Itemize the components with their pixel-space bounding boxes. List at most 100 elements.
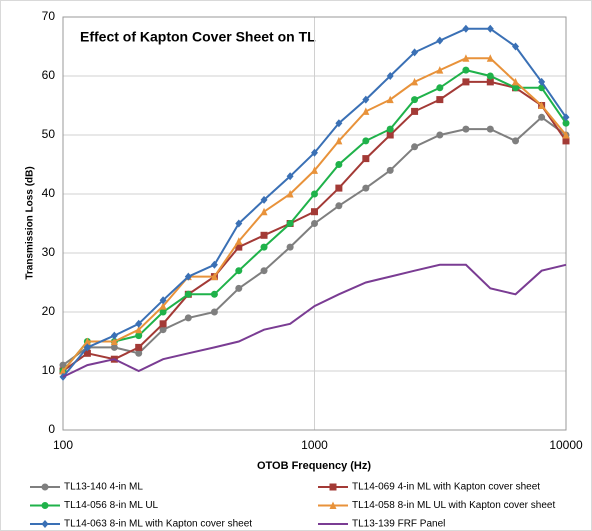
y-tick-label: 40	[42, 186, 56, 200]
marker	[436, 66, 444, 74]
marker	[335, 184, 343, 192]
marker	[135, 332, 143, 340]
marker	[436, 36, 444, 45]
marker	[210, 290, 218, 298]
marker	[486, 24, 494, 33]
marker	[411, 48, 419, 57]
marker	[538, 101, 546, 109]
marker	[562, 131, 570, 139]
legend-label: TL14-056 8-in ML UL	[64, 500, 159, 511]
marker	[335, 136, 343, 145]
marker	[512, 137, 520, 145]
marker	[159, 308, 167, 316]
marker	[311, 190, 318, 198]
marker	[462, 125, 470, 133]
marker	[184, 314, 192, 322]
marker	[110, 331, 118, 340]
y-axis-label: Transmission Loss (dB)	[25, 166, 36, 279]
marker	[135, 325, 143, 334]
marker	[311, 208, 318, 216]
marker	[512, 77, 520, 86]
marker	[159, 302, 167, 310]
marker	[386, 166, 394, 174]
marker	[135, 319, 143, 328]
marker	[83, 349, 91, 357]
marker	[260, 207, 268, 216]
legend-label: TL14-063 8-in ML with Kapton cover sheet	[64, 519, 252, 530]
marker	[41, 483, 49, 491]
marker	[386, 72, 394, 80]
legend-label: TL13-139 FRF Panel	[352, 519, 445, 530]
y-tick-label: 30	[42, 245, 56, 259]
marker	[59, 367, 67, 375]
y-tick-label: 10	[42, 363, 56, 377]
marker	[362, 155, 370, 163]
marker	[235, 243, 243, 251]
marker	[462, 54, 470, 62]
marker	[362, 137, 370, 145]
marker	[235, 237, 243, 245]
marker	[335, 202, 343, 210]
marker	[260, 231, 268, 239]
marker	[512, 84, 520, 92]
marker	[286, 172, 294, 181]
marker	[512, 42, 520, 51]
marker	[184, 272, 192, 281]
y-tick-label: 0	[48, 422, 55, 436]
marker	[210, 272, 218, 281]
marker	[286, 243, 294, 251]
marker	[538, 77, 546, 86]
x-tick-label: 1000	[301, 438, 328, 452]
marker	[462, 78, 470, 86]
marker	[462, 24, 470, 33]
x-axis-label: OTOB Frequency (Hz)	[257, 460, 371, 472]
marker	[159, 296, 167, 305]
marker	[538, 113, 546, 121]
marker	[362, 95, 370, 104]
marker	[411, 77, 419, 86]
legend-label: TL13-140 4-in ML	[64, 482, 143, 493]
marker	[436, 84, 444, 92]
plot-border	[62, 16, 567, 431]
marker	[329, 501, 337, 509]
series-line	[62, 263, 567, 378]
marker	[159, 320, 167, 328]
marker	[562, 119, 570, 127]
marker	[159, 326, 167, 334]
marker	[362, 184, 370, 192]
marker	[235, 284, 243, 292]
marker	[41, 502, 49, 509]
marker	[335, 119, 343, 128]
legend-label: TL14-058 8-in ML UL with Kapton cover sh…	[352, 500, 555, 511]
marker	[135, 349, 143, 357]
marker	[260, 267, 268, 275]
marker	[210, 260, 218, 269]
marker	[41, 520, 49, 528]
chart-title: Effect of Kapton Cover Sheet on TL	[80, 29, 316, 45]
y-tick-label: 20	[42, 304, 56, 318]
marker	[386, 95, 394, 104]
marker	[411, 143, 419, 151]
x-tick-label: 10000	[549, 438, 583, 452]
marker	[210, 308, 218, 316]
legend-label: TL14-069 4-in ML with Kapton cover sheet	[352, 482, 540, 493]
marker	[486, 125, 494, 133]
marker	[436, 96, 444, 104]
marker	[436, 131, 444, 139]
marker	[83, 343, 91, 352]
y-tick-label: 50	[42, 127, 56, 141]
marker	[386, 131, 394, 139]
marker	[362, 107, 370, 115]
marker	[486, 72, 494, 80]
marker	[562, 113, 570, 122]
marker	[311, 166, 318, 174]
marker	[329, 483, 337, 491]
marker	[486, 78, 494, 86]
marker	[311, 220, 318, 227]
marker	[135, 343, 143, 351]
marker	[286, 190, 294, 198]
marker	[235, 267, 243, 275]
marker	[486, 54, 494, 62]
marker	[386, 125, 394, 133]
